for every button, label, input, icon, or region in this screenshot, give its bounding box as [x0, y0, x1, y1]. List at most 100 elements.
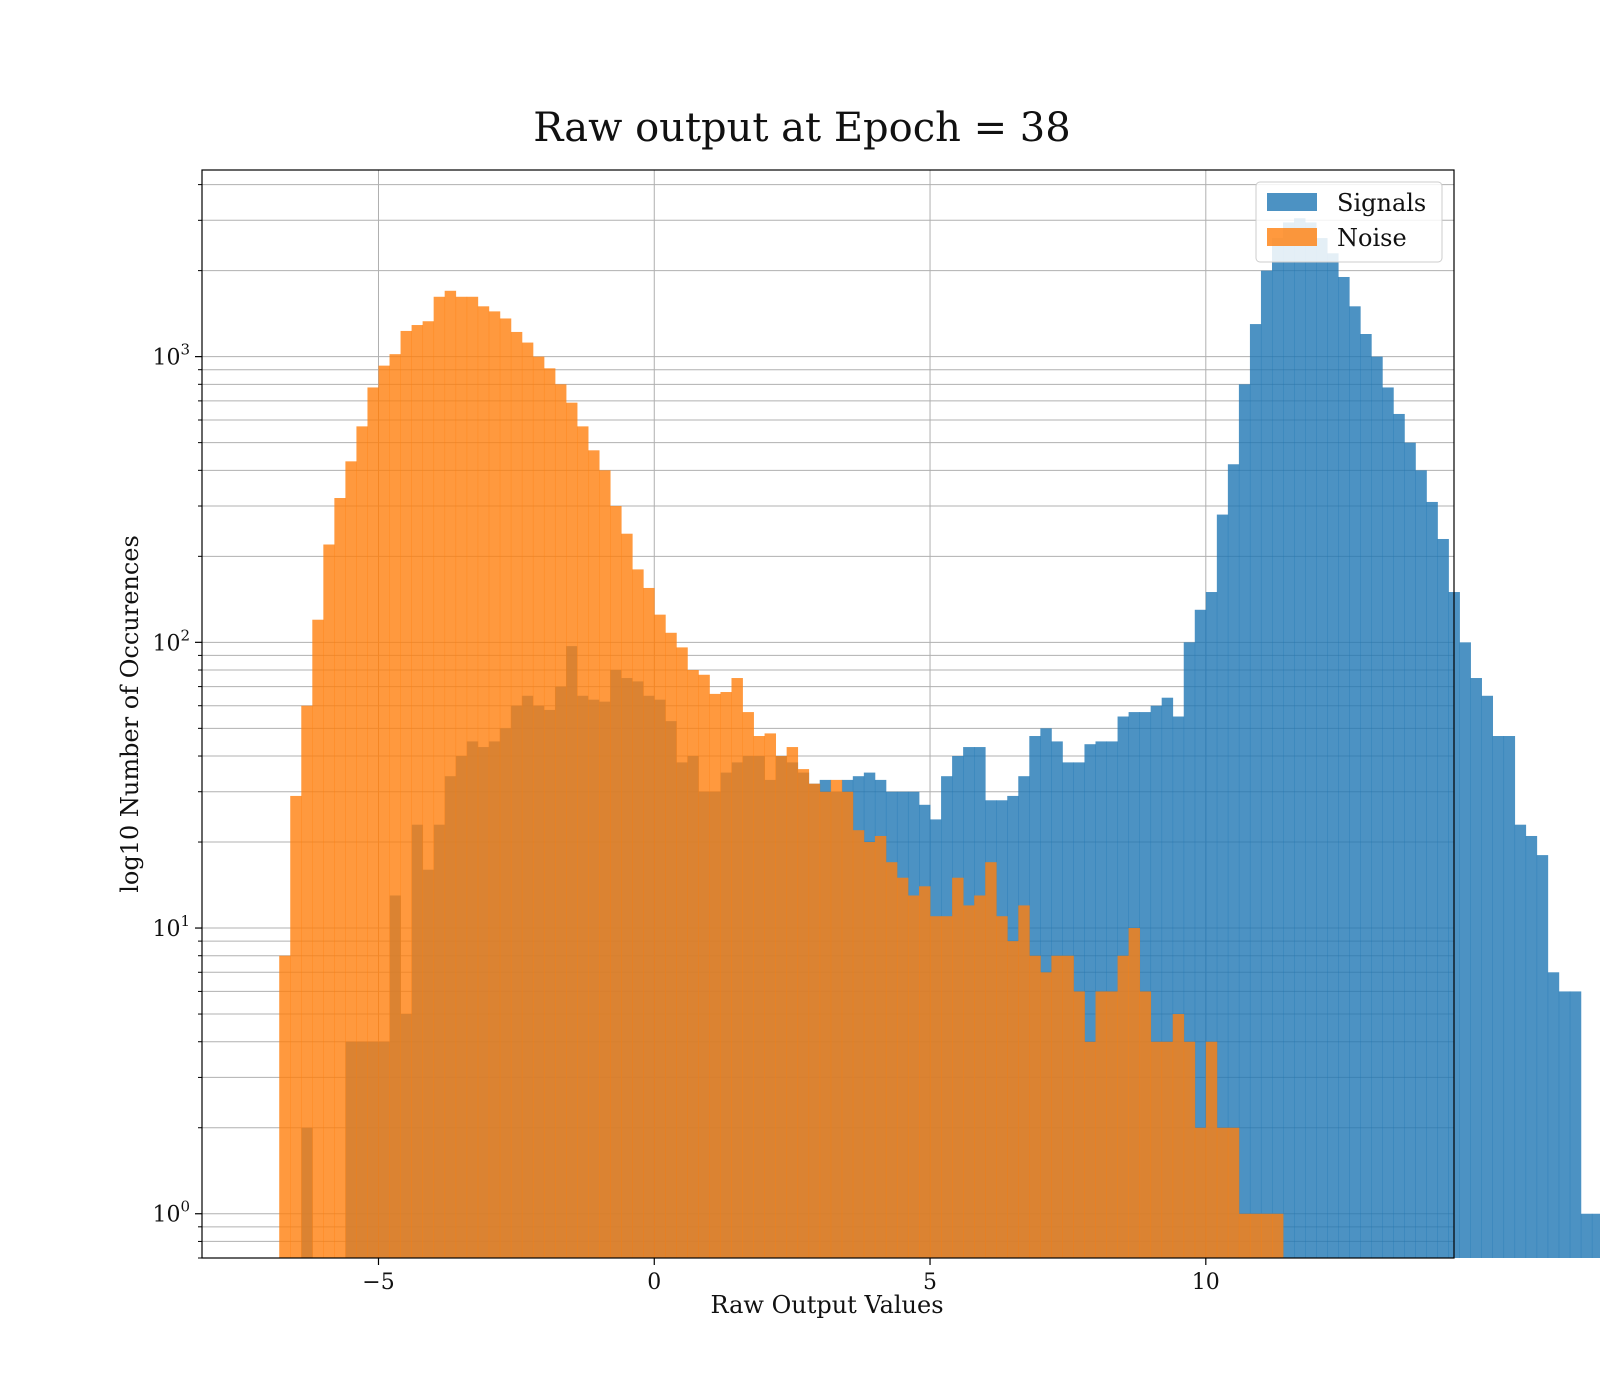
bar-signals: [1525, 835, 1538, 1258]
series-noise: [279, 290, 1284, 1259]
bar-signals: [1084, 744, 1096, 1258]
bar-signals: [1580, 1213, 1593, 1258]
bar-signals: [1271, 238, 1284, 1258]
bar-signals: [1415, 470, 1427, 1258]
bar-noise: [1260, 1213, 1273, 1258]
x-tick-label: 0: [647, 1270, 661, 1295]
bar-noise: [852, 830, 865, 1258]
legend-label-noise: Noise: [1337, 224, 1407, 252]
bar-noise: [985, 862, 997, 1258]
bar-noise: [532, 356, 545, 1258]
bar-noise: [1051, 955, 1063, 1258]
x-tick-label: 10: [1192, 1270, 1220, 1295]
legend: Signals Noise: [1255, 181, 1443, 263]
y-tick-label: 100: [152, 1198, 190, 1228]
bar-noise: [1018, 905, 1030, 1258]
bar-noise: [477, 306, 490, 1258]
bar-noise: [290, 795, 302, 1258]
bar-noise: [698, 674, 710, 1258]
bar-signals: [1393, 413, 1405, 1259]
bar-signals: [1150, 705, 1163, 1258]
bar-noise: [1095, 991, 1107, 1258]
bar-noise: [400, 330, 412, 1258]
bar-noise: [1216, 1127, 1229, 1258]
bar-noise: [676, 647, 688, 1258]
bar-noise: [510, 331, 523, 1259]
bar-noise: [1007, 941, 1019, 1258]
bar-noise: [543, 368, 556, 1259]
axes-frame: [201, 169, 1455, 1259]
bar-noise: [455, 296, 468, 1258]
bar-noise: [521, 342, 534, 1258]
bar-signals: [1316, 238, 1328, 1258]
bar-noise: [885, 862, 898, 1258]
bar-signals: [1459, 642, 1471, 1258]
bar-signals: [1283, 222, 1295, 1258]
bar-signals: [1558, 991, 1571, 1258]
bar-noise: [1073, 991, 1085, 1258]
bar-signals: [1492, 736, 1505, 1258]
bar-noise: [389, 354, 401, 1258]
bar-signals: [1205, 592, 1218, 1258]
bar-noise: [753, 736, 765, 1258]
bar-noise: [1183, 1041, 1196, 1258]
bar-signals: [1216, 514, 1229, 1258]
y-axis-label: log10 Number of Occurences: [116, 535, 144, 893]
bar-noise: [1238, 1213, 1251, 1258]
bar-noise: [1117, 955, 1129, 1258]
bar-noise: [1194, 1127, 1207, 1258]
bar-noise: [1029, 955, 1041, 1258]
bar-noise: [1227, 1127, 1240, 1258]
bar-noise: [1271, 1213, 1284, 1258]
legend-label-signals: Signals: [1337, 189, 1426, 217]
x-tick-label: −5: [362, 1270, 394, 1295]
bar-signals: [1536, 855, 1549, 1258]
bar-signals: [1404, 442, 1416, 1258]
bar-noise: [1040, 972, 1052, 1258]
bar-noise: [775, 756, 788, 1258]
chart-title: Raw output at Epoch = 38: [533, 105, 1070, 151]
bar-signals: [1305, 222, 1317, 1258]
plot-area: −5 0 5 10 100 101 102 103: [152, 169, 1600, 1295]
bar-signals: [1503, 736, 1516, 1258]
bar-noise: [1106, 991, 1118, 1258]
bar-noise: [731, 678, 743, 1258]
bar-noise: [996, 916, 1008, 1258]
y-tick-label: 103: [152, 341, 190, 371]
bar-signals: [1371, 356, 1383, 1258]
bar-noise: [643, 587, 655, 1258]
bar-signals: [1349, 306, 1361, 1258]
bar-noise: [1128, 928, 1141, 1258]
bar-signals: [1437, 538, 1449, 1258]
y-tick-label: 102: [152, 626, 190, 656]
bar-noise: [1150, 1041, 1163, 1258]
bar-noise: [466, 296, 479, 1258]
bar-noise: [764, 733, 777, 1258]
bar-noise: [577, 426, 589, 1258]
bar-noise: [874, 835, 887, 1258]
bar-noise: [742, 712, 754, 1258]
y-axis-ticks: 100 101 102 103: [152, 184, 202, 1259]
legend-swatch-signals: [1267, 193, 1317, 211]
bar-signals: [1426, 501, 1438, 1258]
bar-noise: [422, 321, 435, 1258]
bar-noise: [599, 470, 611, 1258]
x-axis-label: Raw Output Values: [710, 1291, 943, 1319]
bar-noise: [312, 619, 324, 1258]
bar-noise: [819, 791, 832, 1258]
bar-noise: [907, 895, 920, 1258]
bar-noise: [941, 916, 953, 1258]
bar-noise: [919, 886, 931, 1258]
bar-signals: [1360, 334, 1372, 1258]
bar-signals: [1161, 697, 1174, 1258]
bar-noise: [654, 614, 666, 1258]
bar-signals: [1514, 824, 1527, 1258]
bar-noise: [345, 461, 357, 1258]
bar-noise: [1084, 1041, 1096, 1258]
bar-noise: [279, 955, 291, 1258]
bar-noise: [488, 311, 501, 1258]
bar-signals: [1547, 972, 1560, 1258]
bar-signals: [1294, 218, 1306, 1259]
bar-noise: [367, 387, 379, 1259]
